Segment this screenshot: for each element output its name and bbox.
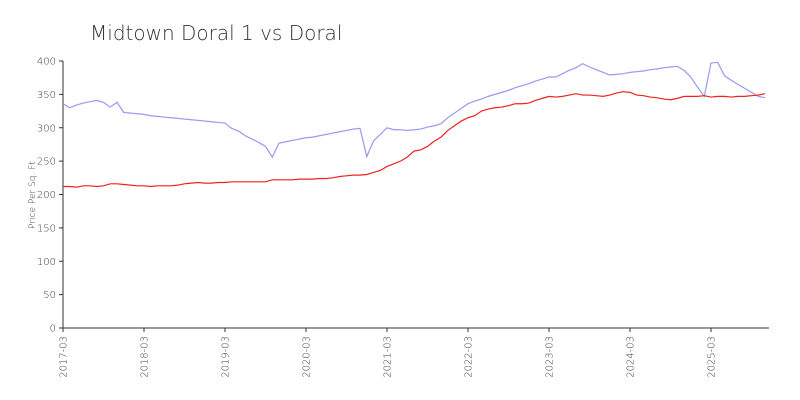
y-tick-label: 100 <box>37 257 56 268</box>
x-tick-label: 2024-03 <box>626 336 637 378</box>
x-tick-label: 2018-03 <box>140 336 151 378</box>
y-tick-label: 300 <box>37 123 56 134</box>
y-tick-label: 350 <box>37 90 56 101</box>
series-line <box>62 61 766 159</box>
x-tick-label: 2019-03 <box>221 336 232 378</box>
x-tick-label: 2023-03 <box>545 336 556 378</box>
chart-title: Midtown Doral 1 vs Doral <box>90 21 342 45</box>
y-axis-label: Price Per Sq. Ft <box>28 161 38 229</box>
x-tick-label: 2025-03 <box>707 336 718 378</box>
y-tick-label: 200 <box>37 190 56 201</box>
series-line <box>63 91 766 188</box>
y-tick-label: 400 <box>37 57 56 68</box>
x-tick-label: 2017-03 <box>59 336 70 378</box>
y-tick-label: 50 <box>43 290 56 301</box>
x-tick-label: 2021-03 <box>383 336 394 378</box>
x-tick-label: 2020-03 <box>302 336 313 378</box>
y-tick-label: 0 <box>50 324 56 335</box>
y-tick-label: 150 <box>37 223 56 234</box>
y-tick-label: 250 <box>37 157 56 168</box>
x-tick-label: 2022-03 <box>464 336 475 378</box>
